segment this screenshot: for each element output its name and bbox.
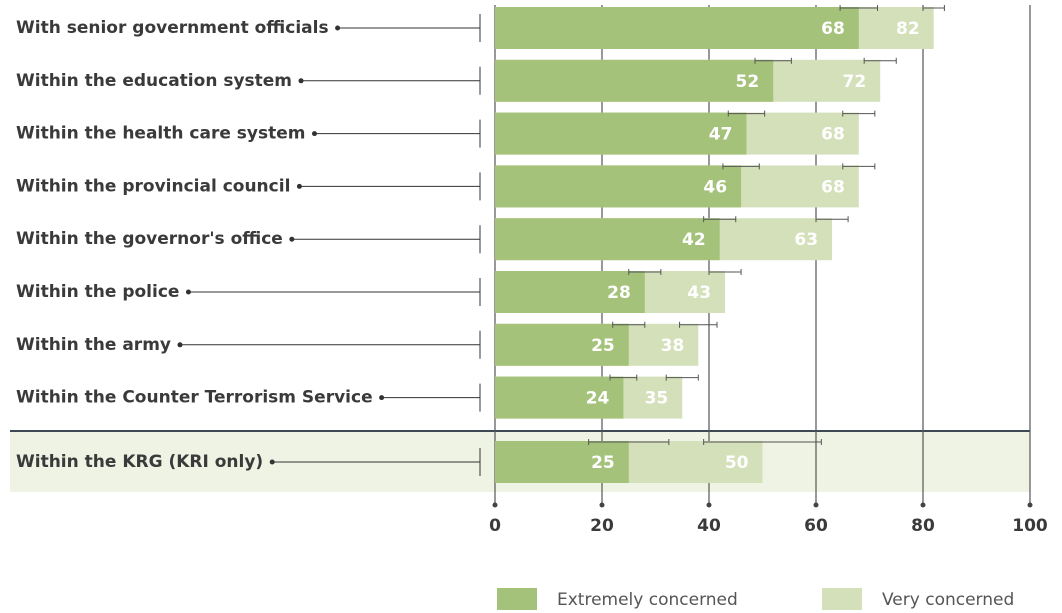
value-label: 28	[607, 283, 631, 303]
error-bar	[839, 5, 879, 11]
error-bar	[703, 439, 822, 445]
legend: Extremely concerned Very concerned	[497, 588, 1014, 610]
category-label: Within the KRG (KRI only)	[16, 452, 263, 472]
category-label: Within the education system	[16, 71, 292, 91]
error-bar	[628, 269, 662, 275]
bar	[495, 112, 747, 155]
error-bar	[609, 374, 638, 381]
value-label: 68	[821, 177, 845, 197]
value-label: 25	[591, 453, 615, 473]
value-label: 63	[794, 230, 818, 250]
bar	[495, 59, 774, 102]
bar	[495, 218, 720, 261]
tick-dot	[706, 502, 712, 508]
value-label: 35	[645, 389, 669, 409]
value-label: 47	[709, 125, 733, 145]
legend-swatch	[822, 588, 862, 610]
error-bar	[665, 374, 699, 381]
value-label: 25	[591, 336, 615, 356]
bar	[495, 271, 645, 313]
value-label: 82	[896, 19, 920, 39]
x-tick-label: 0	[489, 516, 501, 536]
category-label: Within the health care system	[16, 124, 305, 144]
error-bar	[612, 321, 646, 328]
value-label: 43	[687, 283, 711, 303]
x-tick-label: 20	[590, 516, 614, 536]
bar	[495, 323, 629, 366]
x-tick-label: 80	[911, 516, 935, 536]
error-bar	[815, 216, 849, 223]
error-bar	[922, 5, 945, 11]
error-bar	[588, 439, 670, 445]
legend-label: Very concerned	[882, 590, 1014, 610]
category-label: Within the police	[16, 282, 179, 302]
value-label: 46	[703, 177, 727, 197]
error-bar	[679, 321, 718, 328]
error-bar	[842, 163, 876, 170]
labels: With senior government officials 68 82 With…	[16, 5, 945, 476]
value-label: 38	[661, 336, 685, 356]
bar	[495, 7, 859, 49]
category-label: Within the provincial council	[16, 176, 290, 196]
error-bar	[842, 110, 876, 117]
x-tick-label: 40	[697, 516, 721, 536]
tick-dot	[599, 502, 605, 508]
tick-dot	[492, 502, 498, 508]
category-label: Within the army	[16, 335, 171, 355]
bar	[495, 376, 624, 419]
bar	[495, 165, 742, 208]
value-label: 68	[821, 19, 845, 39]
category-label: Within the governor's office	[16, 229, 283, 249]
error-bar	[708, 269, 742, 275]
error-bar	[722, 163, 760, 170]
legend-label: Extremely concerned	[557, 590, 738, 610]
value-label: 52	[736, 72, 760, 92]
value-label: 50	[725, 453, 749, 473]
x-tick-label: 60	[804, 516, 828, 536]
tick-dot	[813, 502, 819, 508]
error-bar	[703, 216, 737, 223]
error-bar	[754, 57, 792, 64]
tick-dot	[920, 502, 926, 508]
value-label: 42	[682, 230, 706, 250]
legend-swatch	[497, 588, 537, 610]
error-bar	[863, 57, 897, 64]
category-label: Within the Counter Terrorism Service	[16, 388, 373, 408]
value-label: 72	[843, 72, 867, 92]
tick-dot	[1027, 502, 1033, 508]
category-label: With senior government officials	[16, 18, 329, 38]
bars	[495, 7, 934, 483]
value-label: 24	[586, 389, 610, 409]
x-tick-label: 100	[1012, 516, 1048, 536]
error-bar	[727, 110, 766, 117]
bar	[495, 441, 629, 483]
value-label: 68	[821, 125, 845, 145]
